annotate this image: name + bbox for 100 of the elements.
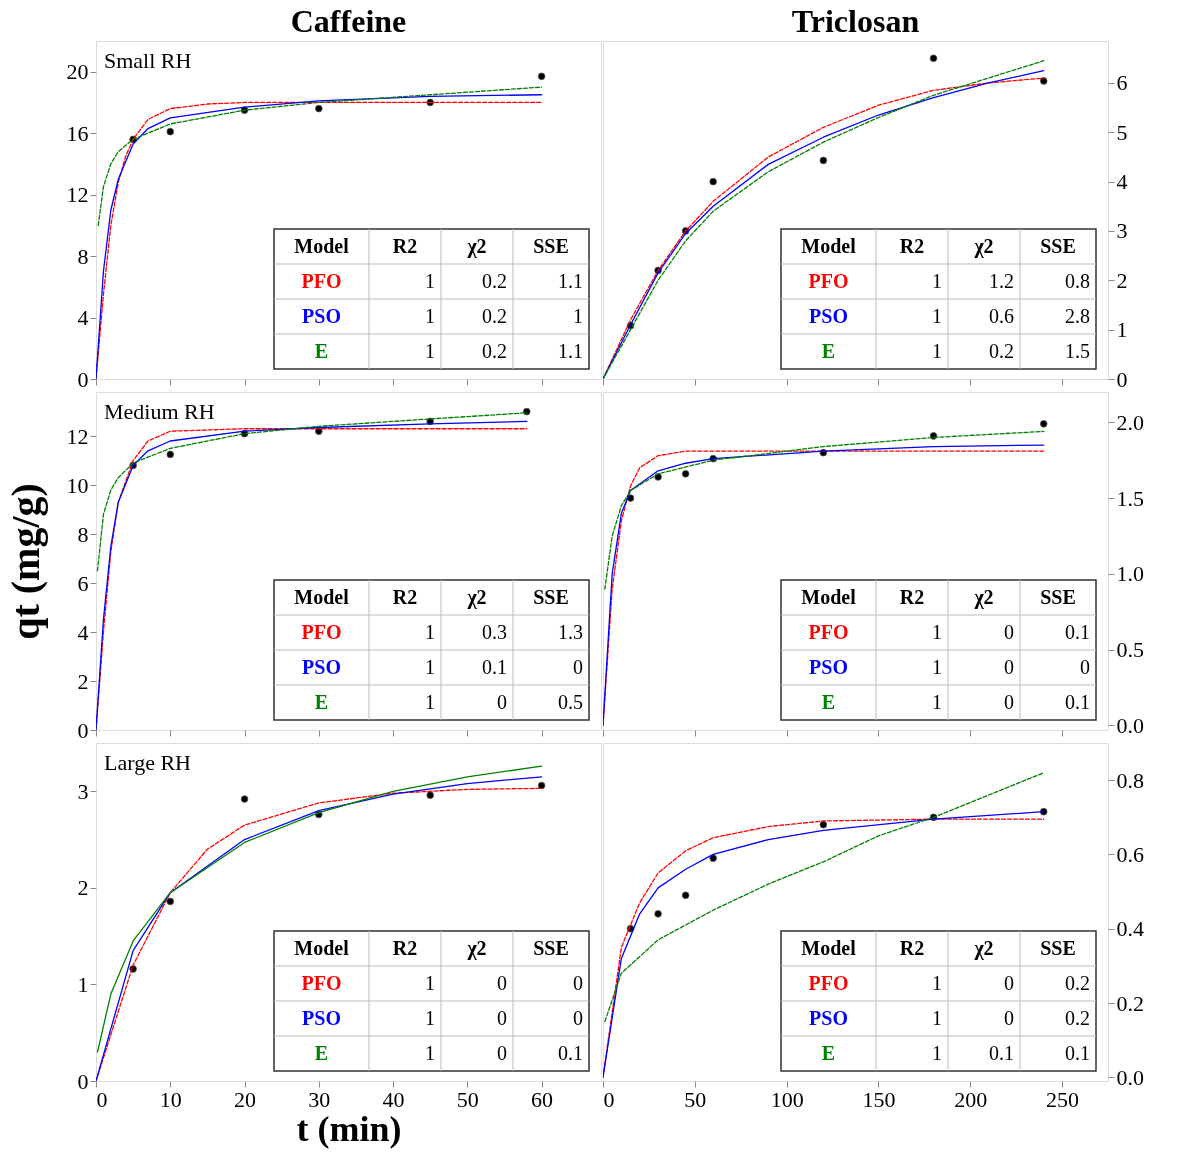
annotation: 1 (932, 655, 942, 678)
chart-subtitle: Small RH (104, 48, 192, 73)
annotation: 0 (497, 690, 507, 713)
annotation: SSE (1040, 585, 1076, 608)
annotation: PSO (302, 655, 341, 678)
x-tick-label: 50 (684, 1086, 707, 1112)
annotation: 1 (425, 1041, 435, 1064)
y-tick-label: 4 (1116, 169, 1128, 195)
annotation: χ2 (466, 234, 487, 258)
annotation: Model (294, 234, 350, 257)
y-tick-label: 0 (77, 1068, 89, 1094)
annotation: 0.3 (482, 620, 507, 643)
annotation: 1.2 (989, 269, 1014, 292)
y-tick-label: 2 (77, 875, 89, 901)
annotation: χ2 (466, 936, 487, 960)
annotation: Model (801, 936, 857, 959)
annotation: Model (294, 585, 350, 608)
annotation: R2 (392, 585, 418, 608)
annotation: 0 (1004, 971, 1014, 994)
y-tick-label: 2.0 (1116, 409, 1144, 435)
y-tick-label: 6 (1116, 70, 1128, 96)
annotation: E (821, 339, 836, 362)
annotation: PFO (301, 971, 342, 994)
x-tick-label: 50 (456, 1086, 479, 1112)
annotation: PSO (809, 304, 848, 327)
annotation: PSO (809, 655, 848, 678)
y-axis-title: qt (mg/g) (2, 483, 48, 640)
annotation: E (821, 1041, 836, 1064)
annotation: 1 (425, 269, 435, 292)
annotation: 0 (573, 655, 583, 678)
annotation: 1 (932, 339, 942, 362)
annotation: 0.1 (1065, 690, 1090, 713)
annotation: χ2 (973, 936, 994, 960)
y-tick-label: 1 (77, 971, 89, 997)
annotation: R2 (899, 234, 925, 257)
annotation: 1.5 (1065, 339, 1090, 362)
annotation: 0.2 (1065, 971, 1090, 994)
annotation: 0.2 (1065, 1006, 1090, 1029)
y-tick-label: 0.0 (1116, 1064, 1144, 1090)
annotation: Model (801, 585, 857, 608)
annotation: 0.5 (558, 690, 583, 713)
annotation: χ2 (466, 585, 487, 609)
annotation: 1.1 (558, 339, 583, 362)
annotation: SSE (1040, 234, 1076, 257)
y-tick-label: 12 (66, 182, 89, 208)
annotation: 0 (497, 1006, 507, 1029)
annotation: 1 (425, 304, 435, 327)
y-tick-label: 0.0 (1116, 712, 1144, 738)
y-tick-label: 0 (77, 717, 89, 743)
y-tick-label: 0.2 (1116, 990, 1144, 1016)
annotation: E (821, 690, 836, 713)
annotation: 0.1 (482, 655, 507, 678)
y-tick-label: 3 (1116, 218, 1128, 244)
annotation: 1 (932, 620, 942, 643)
annotation: 0 (497, 1041, 507, 1064)
y-tick-label: 0 (1116, 366, 1128, 392)
annotation: E (314, 339, 329, 362)
annotation: R2 (392, 234, 418, 257)
y-tick-label: 8 (77, 243, 89, 269)
annotation: 0.6 (989, 304, 1014, 327)
chart-title: Triclosan (791, 3, 920, 39)
y-tick-label: 2 (77, 668, 89, 694)
y-tick-label: 5 (1116, 119, 1128, 145)
annotation: 0.8 (1065, 269, 1090, 292)
annotation: 0.2 (482, 269, 507, 292)
x-tick-label: 0 (96, 1086, 108, 1112)
y-tick-label: 0 (77, 366, 89, 392)
annotation: 0 (1080, 655, 1090, 678)
annotation: 1 (932, 971, 942, 994)
x-tick-label: 150 (862, 1086, 896, 1112)
annotation: PFO (301, 620, 342, 643)
y-tick-label: 6 (77, 570, 89, 596)
y-tick-label: 16 (66, 120, 89, 146)
annotation: 0.1 (558, 1041, 583, 1064)
y-tick-label: 2 (1116, 267, 1128, 293)
annotation: SSE (533, 234, 569, 257)
y-tick-label: 0.5 (1116, 637, 1144, 663)
y-tick-label: 1 (1116, 317, 1128, 343)
annotation: PFO (808, 620, 849, 643)
y-tick-label: 4 (77, 305, 89, 331)
annotation: 1.3 (558, 620, 583, 643)
annotation: 0.2 (482, 339, 507, 362)
annotation: 1 (425, 339, 435, 362)
annotation: SSE (533, 936, 569, 959)
annotation: 0.2 (482, 304, 507, 327)
annotation: 2.8 (1065, 304, 1090, 327)
annotation: 0 (1004, 655, 1014, 678)
annotation: 1 (932, 1006, 942, 1029)
annotation: PFO (301, 269, 342, 292)
annotation: 1 (932, 304, 942, 327)
annotation: PSO (302, 1006, 341, 1029)
y-tick-label: 0.6 (1116, 841, 1144, 867)
chart-subtitle: Medium RH (104, 399, 215, 424)
annotation: PSO (302, 304, 341, 327)
annotation: χ2 (973, 234, 994, 258)
x-tick-label: 100 (770, 1086, 804, 1112)
annotation: 0 (1004, 1006, 1014, 1029)
annotation: PFO (808, 269, 849, 292)
annotation: SSE (1040, 936, 1076, 959)
annotation: 1.1 (558, 269, 583, 292)
